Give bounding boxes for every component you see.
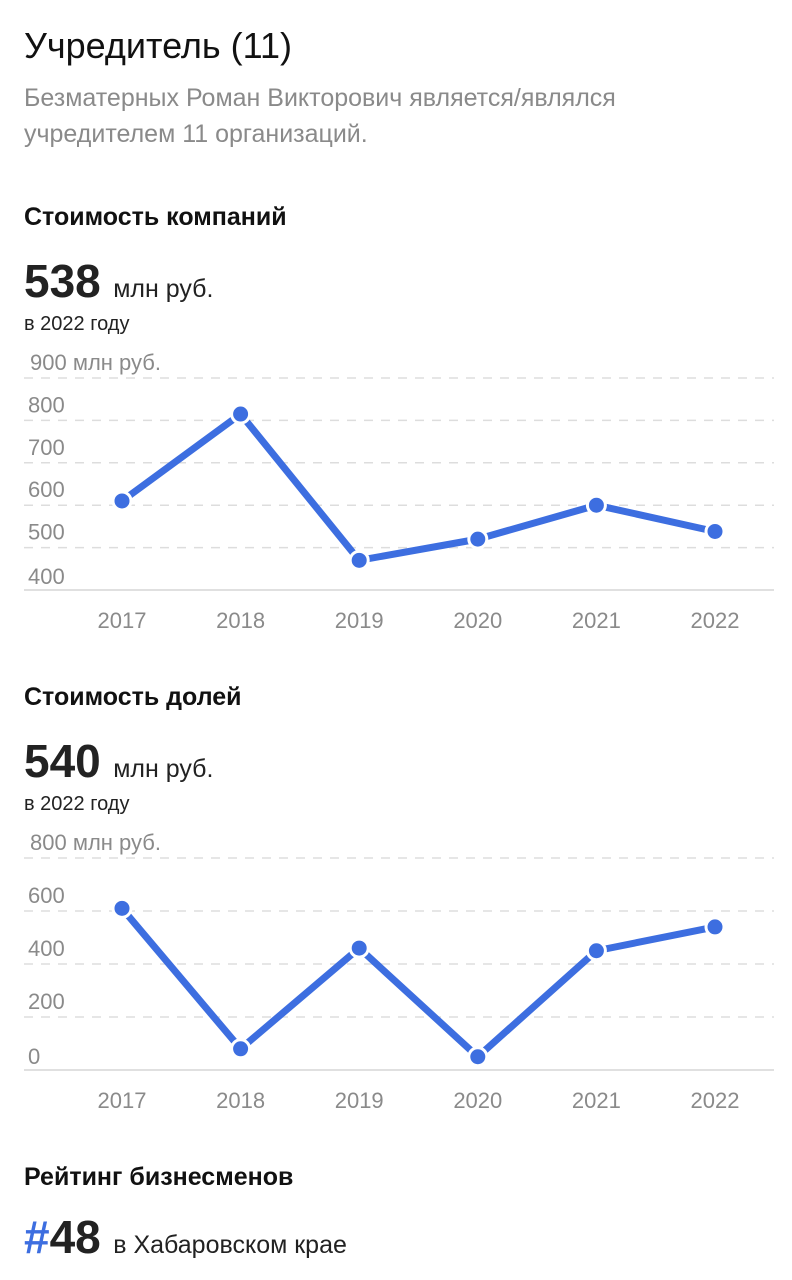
shares-section-title: Стоимость долей [24,683,242,711]
data-point[interactable] [585,940,607,962]
line-chart-svg: 400 500 600 700 800 900 млн руб. 2017 2018 2019 2… [24,350,774,633]
x-tick-label: 2019 [335,1088,384,1113]
shares-value: 540 [24,735,101,787]
companies-value-row: 538 млн руб. [24,254,213,308]
companies-section-title: Стоимость компаний [24,203,287,231]
companies-value: 538 [24,255,101,307]
y-tick-label: 600 [28,477,65,502]
x-tick-label: 2017 [98,608,147,633]
x-tick-label: 2018 [216,608,265,633]
data-point[interactable] [467,528,489,550]
rating-section-title: Рейтинг бизнесменов [24,1163,294,1191]
rating-hash: # [24,1211,50,1263]
companies-year-note: в 2022 году [24,313,130,335]
series-line [118,410,719,564]
data-point[interactable] [467,1046,489,1068]
companies-value-chart: 400 500 600 700 800 900 млн руб. 2017 2018 2019 2… [0,345,792,635]
x-tick-label: 2022 [691,608,740,633]
y-tick-label: 0 [28,1044,40,1069]
y-tick-label: 800 [28,392,65,417]
data-point[interactable] [704,916,726,938]
shares-value-row: 540 млн руб. [24,734,213,788]
series-line [118,904,719,1061]
x-tick-label: 2018 [216,1088,265,1113]
data-point[interactable] [230,403,252,425]
rating-rank: 48 [49,1211,101,1263]
shares-year-note: в 2022 году [24,793,130,815]
companies-unit: млн руб. [113,275,214,303]
x-tick-label: 2021 [572,1088,621,1113]
page-title: Учредитель (11) [24,25,293,66]
rating-region: в Хабаровском крае [113,1231,347,1259]
rating-row: #48 в Хабаровском крае [24,1210,347,1264]
x-tick-label: 2022 [691,1088,740,1113]
data-point[interactable] [111,897,133,919]
x-tick-label: 2017 [98,1088,147,1113]
x-tick-label: 2021 [572,608,621,633]
x-tick-label: 2020 [453,608,502,633]
data-point[interactable] [348,937,370,959]
data-point[interactable] [230,1038,252,1060]
data-point[interactable] [585,494,607,516]
y-tick-label: 400 [28,564,65,589]
x-tick-label: 2019 [335,608,384,633]
page-subtitle: Безматерных Роман Викторович является/яв… [24,84,616,148]
y-tick-label: 700 [28,435,65,460]
data-point[interactable] [348,549,370,571]
y-tick-label: 800 млн руб. [30,830,161,855]
y-tick-label: 200 [28,989,65,1014]
y-tick-label: 500 [28,520,65,545]
shares-value-chart: 0 200 400 600 800 млн руб. 2017 2018 2019 2020 20… [0,825,792,1115]
data-point[interactable] [704,520,726,542]
y-tick-label: 900 млн руб. [30,350,161,375]
y-tick-label: 400 [28,936,65,961]
data-point[interactable] [111,490,133,512]
x-tick-label: 2020 [453,1088,502,1113]
line-chart-svg: 0 200 400 600 800 млн руб. 2017 2018 2019 2020 20… [24,830,774,1113]
y-tick-label: 600 [28,883,65,908]
shares-unit: млн руб. [113,755,214,783]
